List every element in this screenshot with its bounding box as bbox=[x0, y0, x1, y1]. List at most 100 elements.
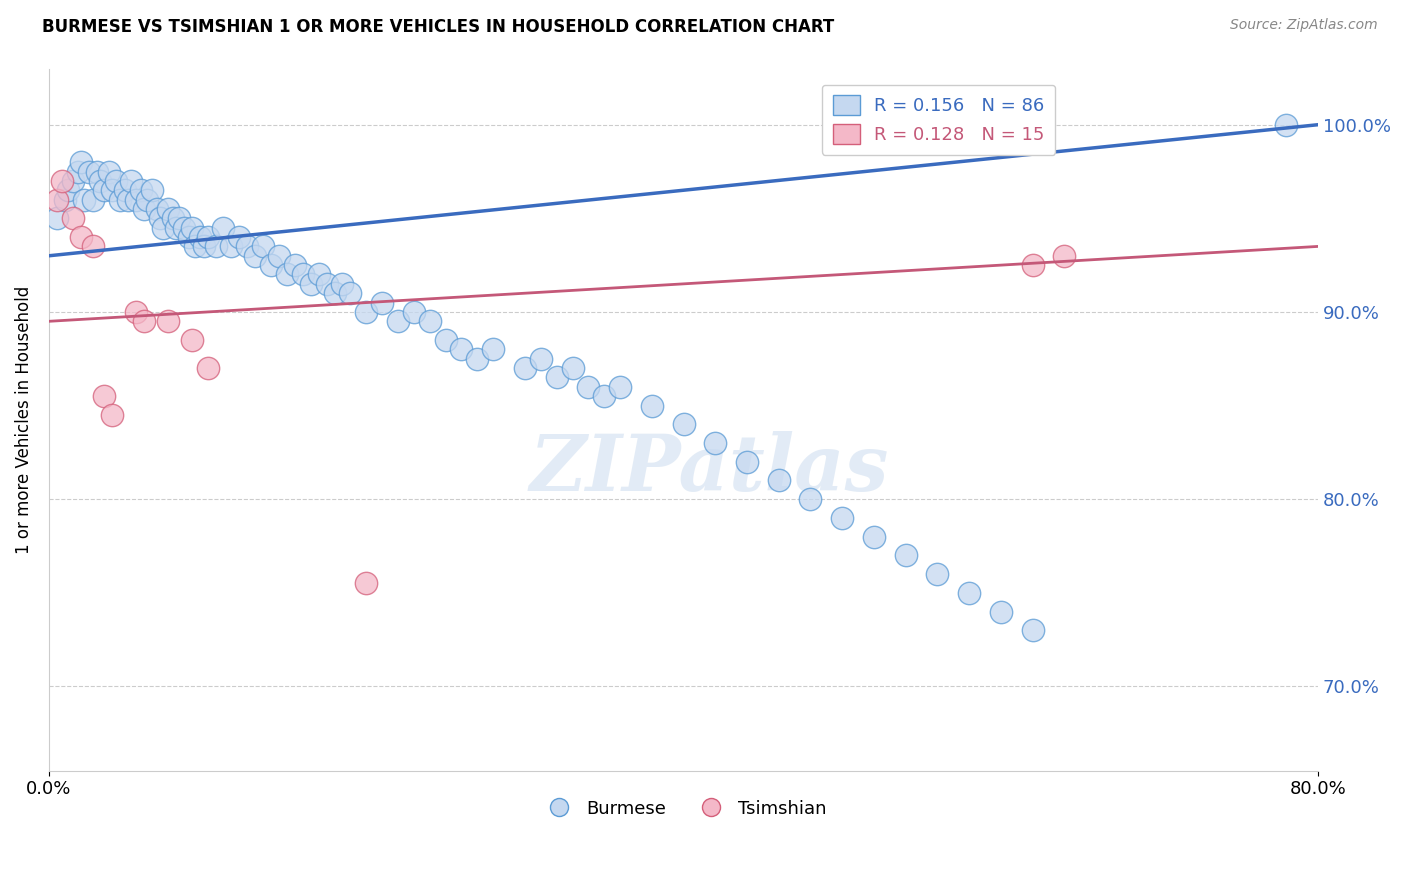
Point bbox=[332, 277, 354, 291]
Point bbox=[212, 220, 235, 235]
Point bbox=[121, 174, 143, 188]
Point bbox=[308, 268, 330, 282]
Point bbox=[188, 230, 211, 244]
Point bbox=[546, 370, 568, 384]
Point bbox=[51, 174, 73, 188]
Point bbox=[114, 183, 136, 197]
Point bbox=[62, 211, 84, 226]
Point bbox=[152, 220, 174, 235]
Point bbox=[82, 193, 104, 207]
Point bbox=[101, 408, 124, 422]
Point bbox=[236, 239, 259, 253]
Point bbox=[735, 455, 758, 469]
Point bbox=[204, 239, 226, 253]
Point bbox=[66, 164, 89, 178]
Point bbox=[672, 417, 695, 432]
Point bbox=[117, 193, 139, 207]
Point bbox=[561, 361, 583, 376]
Point bbox=[45, 193, 67, 207]
Point bbox=[149, 211, 172, 226]
Point bbox=[863, 530, 886, 544]
Point bbox=[136, 193, 159, 207]
Point bbox=[134, 202, 156, 216]
Point bbox=[101, 183, 124, 197]
Point bbox=[576, 380, 599, 394]
Point bbox=[260, 258, 283, 272]
Point bbox=[768, 474, 790, 488]
Point bbox=[141, 183, 163, 197]
Point bbox=[56, 183, 79, 197]
Point bbox=[93, 183, 115, 197]
Point bbox=[513, 361, 536, 376]
Point bbox=[371, 295, 394, 310]
Point bbox=[193, 239, 215, 253]
Point bbox=[69, 155, 91, 169]
Point bbox=[990, 605, 1012, 619]
Point bbox=[184, 239, 207, 253]
Legend: Burmese, Tsimshian: Burmese, Tsimshian bbox=[533, 792, 834, 825]
Point bbox=[276, 268, 298, 282]
Point bbox=[82, 239, 104, 253]
Point bbox=[93, 389, 115, 403]
Point bbox=[146, 202, 169, 216]
Point bbox=[73, 193, 96, 207]
Point bbox=[45, 211, 67, 226]
Point bbox=[402, 305, 425, 319]
Point bbox=[134, 314, 156, 328]
Point bbox=[197, 230, 219, 244]
Point bbox=[284, 258, 307, 272]
Point bbox=[162, 211, 184, 226]
Point bbox=[129, 183, 152, 197]
Point bbox=[104, 174, 127, 188]
Point bbox=[156, 202, 179, 216]
Point bbox=[173, 220, 195, 235]
Point bbox=[299, 277, 322, 291]
Point bbox=[125, 305, 148, 319]
Point bbox=[641, 399, 664, 413]
Y-axis label: 1 or more Vehicles in Household: 1 or more Vehicles in Household bbox=[15, 285, 32, 554]
Text: Source: ZipAtlas.com: Source: ZipAtlas.com bbox=[1230, 18, 1378, 32]
Point bbox=[1021, 258, 1043, 272]
Point bbox=[957, 586, 980, 600]
Point bbox=[53, 193, 76, 207]
Point bbox=[125, 193, 148, 207]
Point bbox=[465, 351, 488, 366]
Point bbox=[482, 343, 505, 357]
Point bbox=[894, 549, 917, 563]
Point bbox=[593, 389, 616, 403]
Point bbox=[156, 314, 179, 328]
Point bbox=[98, 164, 121, 178]
Point bbox=[450, 343, 472, 357]
Text: ZIPatlas: ZIPatlas bbox=[529, 431, 889, 507]
Point bbox=[1053, 249, 1076, 263]
Text: BURMESE VS TSIMSHIAN 1 OR MORE VEHICLES IN HOUSEHOLD CORRELATION CHART: BURMESE VS TSIMSHIAN 1 OR MORE VEHICLES … bbox=[42, 18, 834, 36]
Point bbox=[831, 511, 853, 525]
Point bbox=[387, 314, 409, 328]
Point bbox=[419, 314, 441, 328]
Point bbox=[167, 211, 190, 226]
Point bbox=[530, 351, 553, 366]
Point bbox=[221, 239, 243, 253]
Point bbox=[1275, 118, 1298, 132]
Point bbox=[315, 277, 337, 291]
Point bbox=[165, 220, 187, 235]
Point bbox=[228, 230, 250, 244]
Point bbox=[62, 174, 84, 188]
Point bbox=[291, 268, 314, 282]
Point bbox=[323, 286, 346, 301]
Point bbox=[177, 230, 200, 244]
Point bbox=[77, 164, 100, 178]
Point bbox=[799, 492, 821, 507]
Point bbox=[1021, 624, 1043, 638]
Point bbox=[434, 333, 457, 347]
Point bbox=[180, 220, 202, 235]
Point bbox=[86, 164, 108, 178]
Point bbox=[197, 361, 219, 376]
Point bbox=[252, 239, 274, 253]
Point bbox=[339, 286, 361, 301]
Point bbox=[69, 230, 91, 244]
Point bbox=[704, 436, 727, 450]
Point bbox=[180, 333, 202, 347]
Point bbox=[267, 249, 290, 263]
Point bbox=[89, 174, 111, 188]
